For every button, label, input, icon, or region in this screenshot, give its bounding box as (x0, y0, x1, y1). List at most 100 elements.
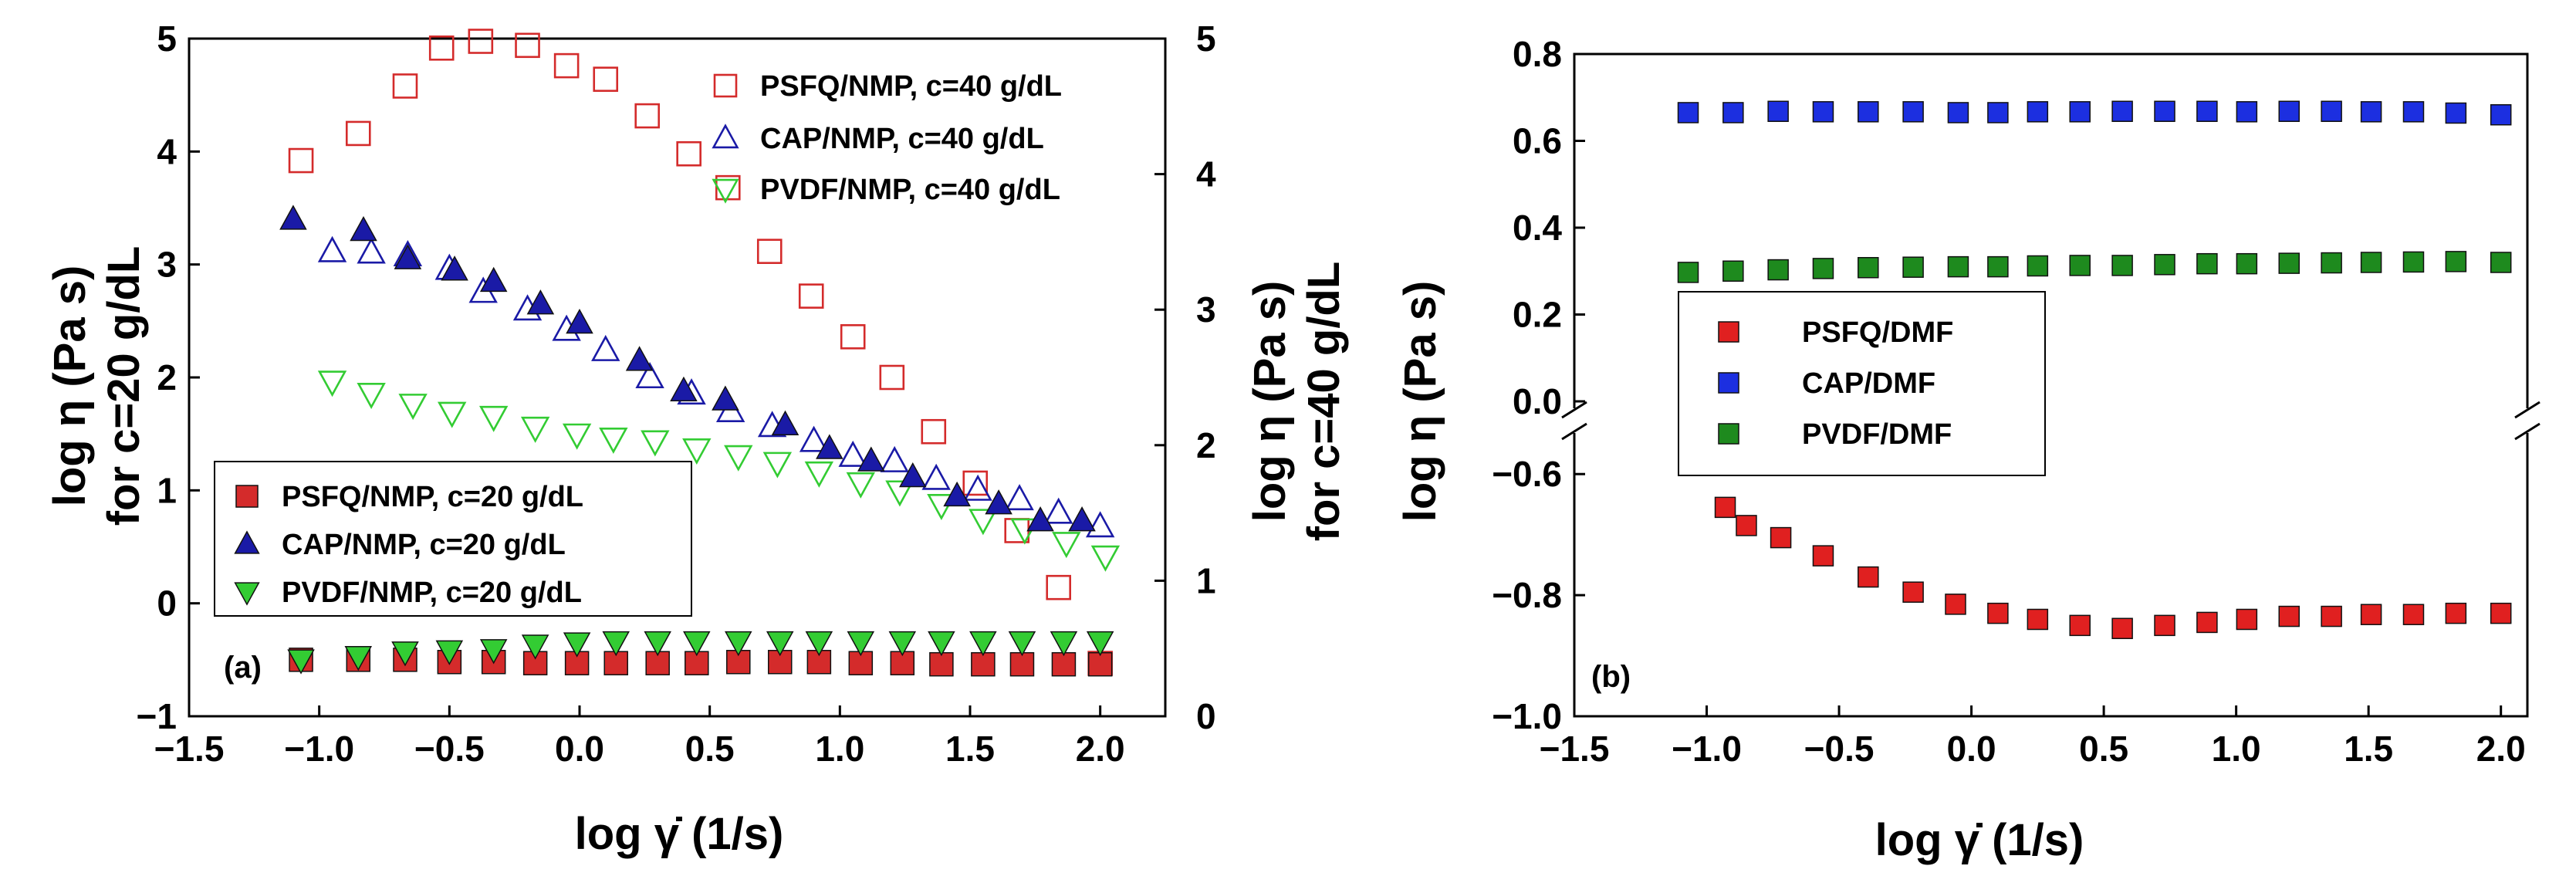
panel-a-right-y-axis: 0 1 2 3 4 5 (1154, 19, 1216, 736)
panel-a-x-axis-title: log γ̇ (1/s) (575, 809, 784, 859)
point-cap-dmf (2069, 101, 2091, 123)
point-pvdf-nmp-40 (927, 494, 956, 521)
point-psfq-nmp-40 (756, 238, 783, 264)
point-cap-nmp-40 (838, 440, 867, 467)
point-pvdf-nmp-40 (846, 472, 876, 499)
y-left-tick-label: 3 (157, 245, 177, 285)
x-tick-label: −1.0 (1672, 729, 1742, 769)
point-pvdf-nmp-20 (391, 641, 419, 667)
point-psfq-nmp-40 (676, 140, 701, 167)
point-psfq-dmf (2196, 611, 2218, 634)
legend-marker-symbol (1718, 423, 1739, 445)
panel-a-data-marks (279, 29, 1121, 677)
panel-b-legend-box (1678, 291, 2046, 476)
point-pvdf-nmp-20 (847, 631, 875, 657)
point-pvdf-nmp-40 (478, 405, 509, 432)
x-tick-label: 1.5 (945, 729, 995, 769)
point-cap-dmf (2321, 100, 2342, 122)
point-cap-nmp-40 (357, 237, 386, 264)
point-psfq-nmp-40 (962, 470, 989, 496)
legend-item-cap-40: CAP/NMP, c=40 g/dL (712, 123, 1044, 155)
point-cap-dmf (1947, 102, 1969, 123)
axis-break-slash (1561, 401, 1587, 419)
point-pvdf-dmf (1987, 255, 2009, 278)
legend-marker-symbol (712, 178, 739, 204)
point-psfq-dmf (2111, 617, 2133, 640)
point-pvdf-nmp-20 (1008, 631, 1036, 657)
legend-marker-symbol (712, 123, 739, 149)
point-pvdf-dmf (1722, 260, 1744, 282)
point-pvdf-dmf (1677, 262, 1699, 283)
panel-a-legend-20: PSFQ/NMP, c=20 g/dL CAP/NMP, c=20 g/dL P… (214, 461, 692, 617)
y-tick-label: 0.6 (1513, 121, 1562, 161)
panel-b-data-marks (1677, 100, 2512, 640)
point-pvdf-nmp-20 (888, 631, 917, 657)
panel-a-x-axis: −1.5 −1.0 −0.5 0.0 0.5 1.0 1.5 2.0 (154, 705, 1125, 769)
legend-item-pvdf-dmf: PVDF/DMF (1718, 418, 1952, 451)
legend-item-pvdf-40: PVDF/NMP, c=40 g/dL (712, 174, 1060, 206)
point-psfq-dmf (2154, 614, 2175, 637)
point-pvdf-dmf (2321, 252, 2342, 274)
point-cap-nmp-20 (279, 205, 307, 230)
legend-marker-filled-triangle-down (234, 582, 260, 606)
x-tick-label: 2.0 (1076, 729, 1125, 769)
y-tick-label: 0.8 (1513, 34, 1562, 74)
point-pvdf-nmp-40 (724, 445, 753, 472)
point-pvdf-dmf (1812, 258, 1834, 279)
axis-break-slash (1561, 422, 1587, 441)
panel-a-right-y-title-line2: for c=40 g/dL (1299, 262, 1349, 542)
point-cap-nmp-20 (943, 481, 971, 507)
point-psfq-dmf (2402, 604, 2425, 625)
point-pvdf-nmp-20 (563, 632, 591, 658)
point-cap-nmp-40 (1005, 484, 1034, 511)
point-cap-nmp-20 (625, 346, 654, 371)
point-pvdf-nmp-40 (317, 370, 347, 397)
panel-a-legend-20-box (214, 461, 692, 617)
panel-a-right-y-title-line1: log η (Pa s) (1245, 281, 1295, 523)
point-pvdf-nmp-40 (599, 427, 628, 454)
point-pvdf-nmp-40 (641, 430, 670, 457)
y-left-tick-label: 1 (157, 470, 177, 510)
point-psfq-nmp-20 (929, 651, 954, 677)
point-pvdf-nmp-20 (602, 631, 630, 657)
point-psfq-dmf (1714, 496, 1736, 519)
point-pvdf-nmp-40 (398, 394, 428, 421)
legend-label-cap-40: CAP/NMP, c=40 g/dL (760, 123, 1044, 155)
point-cap-dmf (1767, 100, 1789, 122)
point-cap-nmp-40 (591, 334, 620, 361)
point-pvdf-nmp-40 (682, 438, 712, 465)
point-cap-dmf (2445, 102, 2467, 124)
legend-item-pvdf-20: PVDF/NMP, c=20 g/dL (234, 577, 582, 609)
point-cap-dmf (1812, 101, 1834, 123)
point-pvdf-nmp-20 (725, 631, 752, 657)
panel-a-left-y-title-line1: log η (Pa s) (45, 266, 95, 507)
point-pvdf-nmp-20 (435, 640, 464, 665)
legend-item-cap-dmf: CAP/DMF (1718, 367, 1935, 400)
point-cap-nmp-40 (635, 362, 664, 389)
legend-marker-open-triangle-up (712, 123, 739, 149)
point-psfq-dmf (1858, 566, 1879, 588)
panel-b-label: (b) (1591, 660, 1631, 694)
legend-marker-symbol (1718, 321, 1739, 343)
point-cap-nmp-20 (394, 244, 422, 269)
point-pvdf-nmp-40 (562, 423, 592, 450)
point-pvdf-nmp-20 (344, 645, 373, 671)
point-pvdf-dmf (2278, 252, 2300, 274)
point-psfq-dmf (1736, 515, 1757, 536)
point-cap-dmf (2111, 100, 2133, 122)
point-pvdf-nmp-20 (521, 634, 549, 660)
x-tick-label: −0.5 (1804, 729, 1875, 769)
point-cap-nmp-20 (670, 376, 698, 402)
point-pvdf-nmp-20 (928, 631, 955, 657)
point-pvdf-dmf (2236, 252, 2258, 275)
point-psfq-nmp-40 (634, 103, 661, 129)
x-tick-label: 0.0 (1947, 729, 1996, 769)
legend-item-cap-20: CAP/NMP, c=20 g/dL (234, 529, 566, 561)
point-pvdf-dmf (2445, 251, 2467, 272)
legend-label-pvdf-dmf: PVDF/DMF (1802, 418, 1952, 451)
panel-a-label: (a) (224, 651, 262, 685)
y-right-tick-label: 5 (1196, 19, 1216, 59)
panel-b-x-axis-title: log γ̇ (1/s) (1875, 815, 2084, 865)
x-tick-label: 1.5 (2344, 729, 2393, 769)
y-tick-label: 0.2 (1513, 295, 1562, 335)
